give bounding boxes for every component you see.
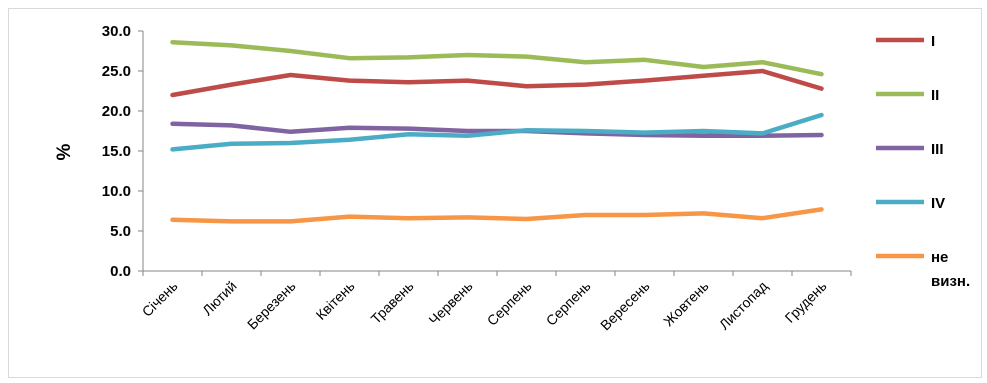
series-line-2 bbox=[170, 39, 824, 77]
series-line-4 bbox=[170, 112, 824, 152]
x-tick-label: Жовтень bbox=[660, 278, 711, 329]
legend-label: II bbox=[931, 87, 939, 104]
y-tick-label: 0.0 bbox=[110, 263, 131, 280]
x-tick-label: Грудень bbox=[782, 278, 830, 326]
series-line-5 bbox=[170, 207, 824, 224]
y-tick-label: 30.0 bbox=[102, 23, 131, 40]
legend-label: III bbox=[931, 141, 944, 158]
y-tick-label: 10.0 bbox=[102, 183, 131, 200]
x-tick-label: Травень bbox=[368, 278, 417, 327]
legend-label: IV bbox=[931, 195, 945, 212]
x-tick-label: Серпень bbox=[543, 278, 594, 329]
y-axis-title: % bbox=[54, 143, 75, 160]
legend-label: I bbox=[931, 33, 935, 50]
y-axis: 0.0 5.0 10.0 15.0 20.0 25.0 30.0 bbox=[102, 23, 144, 280]
x-tick-label: Березень bbox=[244, 278, 299, 333]
x-tick-label: Січень bbox=[139, 278, 181, 320]
x-axis: Січень Лютий Березень Квітень Травень Червень… bbox=[139, 270, 852, 334]
y-tick-label: 25.0 bbox=[102, 63, 131, 80]
y-tick-label: 15.0 bbox=[102, 143, 131, 160]
series-line-1 bbox=[170, 68, 824, 98]
legend-label: не визн. bbox=[931, 249, 970, 290]
x-tick-label: Вересень bbox=[597, 278, 653, 334]
y-tick-label: 20.0 bbox=[102, 103, 131, 120]
x-tick-label: Червень bbox=[425, 278, 475, 328]
chart-frame bbox=[8, 8, 982, 378]
x-tick-label: Листопад bbox=[716, 278, 771, 333]
x-tick-label: Лютий bbox=[199, 278, 240, 319]
x-tick-label: Квітень bbox=[313, 278, 358, 323]
y-tick-label: 5.0 bbox=[110, 223, 131, 240]
x-tick-label: Серпень bbox=[484, 278, 535, 329]
series-layer bbox=[170, 39, 824, 224]
